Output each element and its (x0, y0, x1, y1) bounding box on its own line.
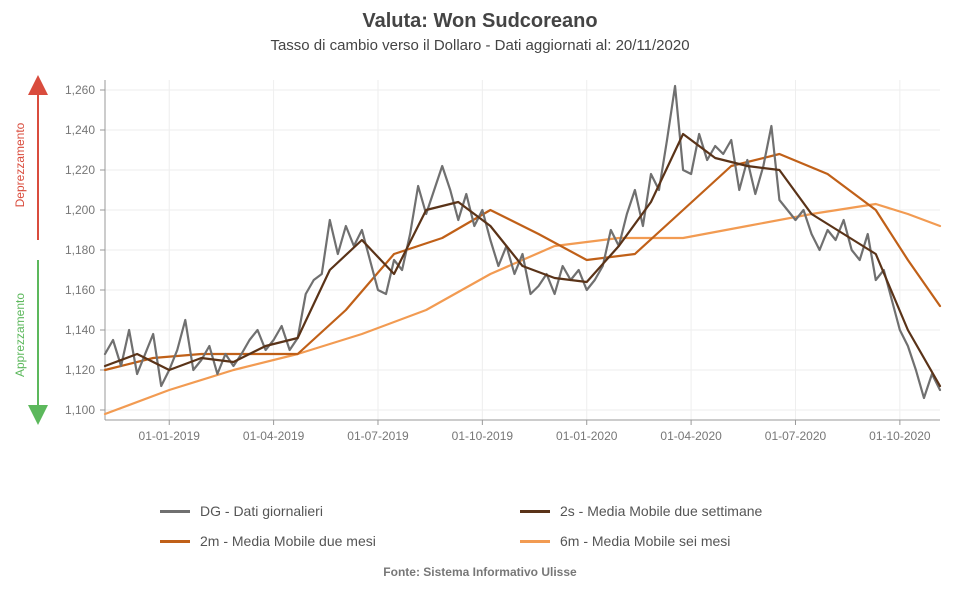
svg-text:1,100: 1,100 (65, 403, 95, 417)
svg-text:01-04-2020: 01-04-2020 (660, 429, 722, 443)
legend-swatch-dg (160, 510, 190, 513)
chart-subtitle: Tasso di cambio verso il Dollaro - Dati … (0, 33, 960, 60)
svg-text:01-10-2019: 01-10-2019 (452, 429, 514, 443)
svg-text:1,120: 1,120 (65, 363, 95, 377)
chart-area: 1,100 1,120 1,140 1,160 1,180 1,200 1,220 1,240… (0, 60, 960, 485)
svg-text:01-01-2019: 01-01-2019 (139, 429, 201, 443)
svg-text:01-01-2020: 01-01-2020 (556, 429, 618, 443)
svg-text:1,260: 1,260 (65, 83, 95, 97)
svg-text:1,160: 1,160 (65, 283, 95, 297)
svg-text:01-07-2020: 01-07-2020 (765, 429, 827, 443)
chart-legend: DG - Dati giornalieri 2s - Media Mobile … (160, 503, 800, 549)
legend-swatch-2s (520, 510, 550, 513)
svg-text:1,140: 1,140 (65, 323, 95, 337)
legend-label-6m: 6m - Media Mobile sei mesi (560, 533, 730, 549)
legend-item-dg: DG - Dati giornalieri (160, 503, 440, 519)
legend-label-2m: 2m - Media Mobile due mesi (200, 533, 376, 549)
svg-text:Apprezzamento: Apprezzamento (13, 293, 27, 377)
svg-text:1,180: 1,180 (65, 243, 95, 257)
svg-text:1,220: 1,220 (65, 163, 95, 177)
svg-text:Deprezzamento: Deprezzamento (13, 122, 27, 207)
svg-text:01-04-2019: 01-04-2019 (243, 429, 305, 443)
svg-text:01-10-2020: 01-10-2020 (869, 429, 931, 443)
legend-item-6m: 6m - Media Mobile sei mesi (520, 533, 800, 549)
svg-text:01-07-2019: 01-07-2019 (347, 429, 409, 443)
exchange-rate-line-chart: 1,100 1,120 1,140 1,160 1,180 1,200 1,220 1,240… (0, 60, 960, 480)
legend-item-2s: 2s - Media Mobile due settimane (520, 503, 800, 519)
chart-title: Valuta: Won Sudcoreano (0, 0, 960, 33)
svg-text:1,240: 1,240 (65, 123, 95, 137)
legend-swatch-6m (520, 540, 550, 543)
legend-label-2s: 2s - Media Mobile due settimane (560, 503, 762, 519)
chart-source: Fonte: Sistema Informativo Ulisse (0, 565, 960, 579)
legend-swatch-2m (160, 540, 190, 543)
svg-text:1,200: 1,200 (65, 203, 95, 217)
legend-item-2m: 2m - Media Mobile due mesi (160, 533, 440, 549)
legend-label-dg: DG - Dati giornalieri (200, 503, 323, 519)
